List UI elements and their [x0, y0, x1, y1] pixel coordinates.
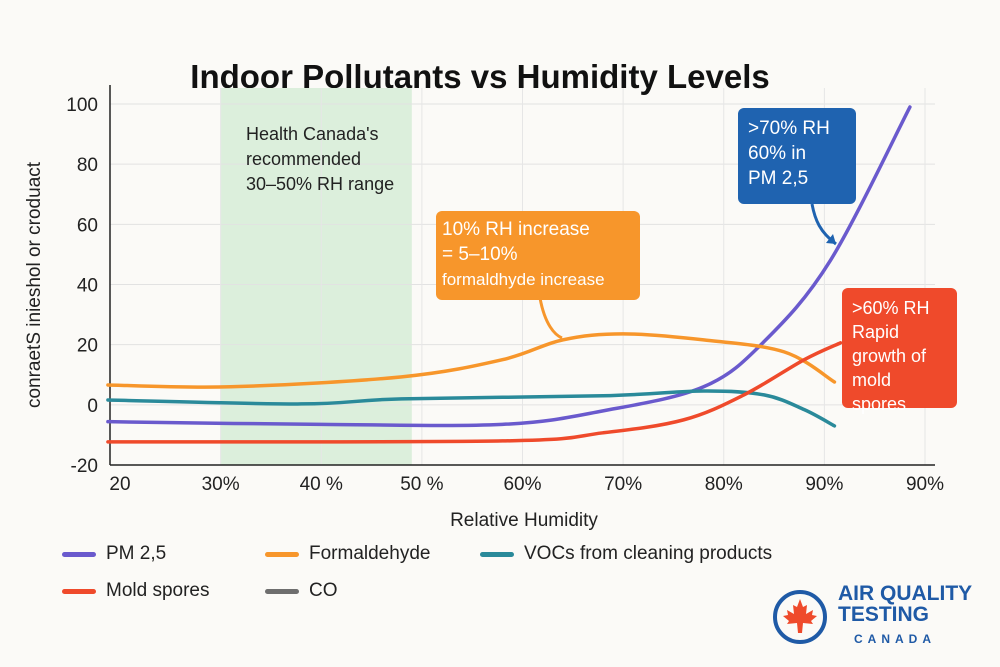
x-tick-label: 90%	[906, 474, 944, 495]
annotation-line: >70% RH	[748, 118, 830, 139]
y-tick-label: 60	[77, 215, 98, 236]
logo-line: AIR QUALITY	[838, 582, 973, 605]
annotation-line: 60% in	[748, 143, 807, 164]
annotation-line: PM 2,5	[748, 168, 809, 189]
annotation-line: formaldhyde increase	[442, 270, 605, 289]
maple-leaf-icon	[773, 589, 827, 644]
x-axis-label: Relative Humidity	[450, 510, 598, 531]
legend-label: VOCs from cleaning products	[524, 543, 773, 564]
series-line-pm-2-5	[106, 105, 912, 428]
mold-annotation: >60% RH Rapid growth of mold spores	[842, 288, 957, 414]
range-label-line: Health Canada's	[246, 124, 379, 144]
legend-item-vocs: VOCs from cleaning products	[480, 543, 772, 565]
annotation-line: Rapid	[852, 322, 900, 342]
legend-swatch	[265, 588, 299, 594]
y-axis-label: conraetS inieshol or croduact	[24, 161, 45, 408]
range-label-line: 30–50% RH range	[246, 174, 395, 194]
logo-line: CANADA	[854, 632, 936, 646]
legend-swatch	[265, 551, 299, 557]
x-tick-label: 50 %	[400, 474, 443, 495]
legend-swatch	[480, 551, 514, 557]
legend-label: PM 2,5	[106, 543, 167, 564]
annotation-line: growth of	[852, 346, 927, 366]
pm25-annotation: >70% RH 60% in PM 2,5	[738, 108, 856, 204]
pm25-arrowhead	[826, 234, 836, 244]
x-tick-label: 80%	[705, 474, 743, 495]
series-line-formaldehyde	[106, 332, 837, 389]
recommended-range-label: Health Canada's recommended 30–50% RH ra…	[246, 122, 394, 197]
annotation-line: mold spores	[852, 370, 907, 414]
logo-line: TESTING	[838, 603, 930, 626]
legend-swatch	[62, 588, 96, 594]
legend-swatch	[62, 551, 96, 557]
legend-item-formaldehyde: Formaldehyde	[265, 543, 430, 565]
y-tick-label: 0	[87, 396, 98, 417]
series-line-vocs-from-cleaning-products	[106, 389, 837, 428]
formaldehyde-callout-arrow	[538, 297, 563, 340]
air-quality-testing-canada-logo: AIR QUALITY TESTING CANADA	[772, 583, 972, 650]
legend-label: Formaldehyde	[309, 543, 431, 564]
legend-item-co: CO	[265, 580, 338, 602]
legend-label: CO	[309, 580, 338, 601]
range-label-line: recommended	[246, 149, 362, 169]
x-tick-label: 30%	[202, 474, 240, 495]
series-line-mold-spores	[106, 341, 843, 444]
legend-item-pm25: PM 2,5	[62, 543, 166, 565]
x-tick-label: 60%	[503, 474, 541, 495]
legend-item-mold: Mold spores	[62, 580, 210, 602]
y-tick-label: 20	[77, 336, 98, 357]
y-tick-label: 100	[66, 95, 98, 116]
y-tick-label: 40	[77, 276, 98, 297]
x-tick-label: 90%	[805, 474, 843, 495]
formaldehyde-annotation: 10% RH increase = 5–10% formaldhyde incr…	[436, 211, 640, 300]
legend-label: Mold spores	[106, 580, 210, 601]
annotation-line: >60% RH	[852, 298, 930, 318]
x-tick-label: 20	[109, 474, 130, 495]
x-tick-label: 70%	[604, 474, 642, 495]
annotation-line: 10% RH increase	[442, 219, 590, 240]
annotation-line: = 5–10%	[442, 244, 518, 265]
x-tick-label: 40 %	[300, 474, 343, 495]
y-tick-label: -20	[71, 456, 98, 477]
y-tick-label: 80	[77, 155, 98, 176]
